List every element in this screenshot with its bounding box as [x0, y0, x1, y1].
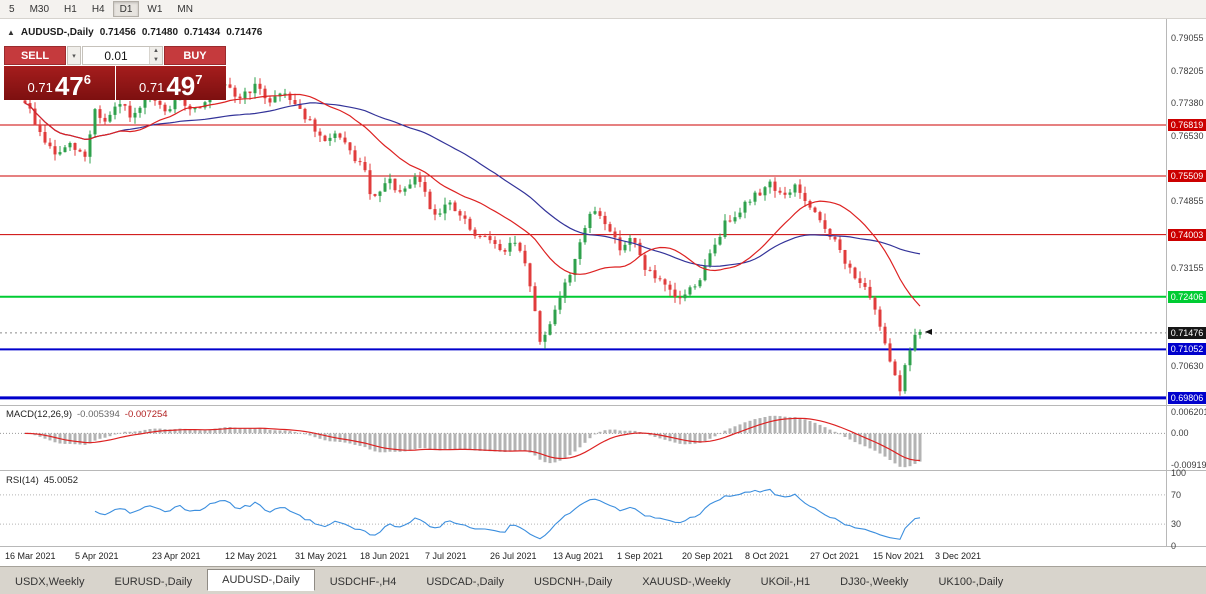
volume-input[interactable] — [83, 47, 149, 64]
price-level-badge: 0.74003 — [1168, 229, 1206, 241]
price-axis-label: 0.76530 — [1171, 131, 1204, 141]
timeframe-button-m30[interactable]: M30 — [23, 1, 56, 17]
chart-tab-xauusd-weekly[interactable]: XAUUSD-,Weekly — [627, 571, 745, 591]
macd-signal-value: -0.007254 — [124, 409, 168, 420]
chart-tab-usdcnh-daily[interactable]: USDCNH-,Daily — [519, 571, 627, 591]
macd-title: MACD(12,26,9) — [6, 409, 72, 420]
chart-tab-dj30-weekly[interactable]: DJ30-,Weekly — [825, 571, 923, 591]
high-value: 0.71480 — [141, 27, 179, 38]
date-axis-label: 1 Sep 2021 — [617, 551, 664, 561]
date-axis-label: 15 Nov 2021 — [873, 551, 925, 561]
price-level-badge: 0.72406 — [1168, 291, 1206, 303]
sell-price-prefix: 0.71 — [27, 80, 53, 95]
buy-price-display[interactable]: 0.71 49 7 — [115, 66, 226, 101]
price-axis-label: 0.79055 — [1171, 33, 1204, 43]
price-axis-label: 0.77380 — [1171, 98, 1204, 108]
buy-price-prefix: 0.71 — [139, 80, 165, 95]
rsi-axis-label: 70 — [1171, 490, 1182, 500]
close-value: 0.71476 — [226, 27, 263, 38]
rsi-axis-label: 0 — [1171, 541, 1177, 551]
date-axis-label: 20 Sep 2021 — [682, 551, 734, 561]
volume-dropdown-button[interactable]: ▾ — [67, 46, 81, 65]
chart-tab-usdcad-daily[interactable]: USDCAD-,Daily — [411, 571, 519, 591]
date-axis-label: 26 Jul 2021 — [490, 551, 537, 561]
macd-indicator-label: MACD(12,26,9) -0.005394 -0.007254 — [6, 409, 168, 420]
date-axis-label: 8 Oct 2021 — [745, 551, 790, 561]
chart-tab-eurusd-daily[interactable]: EURUSD-,Daily — [99, 571, 207, 591]
current-price-badge: 0.71476 — [1168, 327, 1206, 339]
macd-axis-label: 0.006201 — [1171, 407, 1206, 417]
date-axis-label: 27 Oct 2021 — [810, 551, 860, 561]
timeframe-button-mn[interactable]: MN — [170, 1, 200, 17]
date-axis-label: 5 Apr 2021 — [75, 551, 119, 561]
timeframe-toolbar: 5 M30 H1 H4 D1 W1 MN — [0, 0, 1206, 19]
chevron-down-icon: ▾ — [72, 52, 76, 60]
chart-title: ▲ AUDUSD-,Daily 0.71456 0.71480 0.71434 … — [7, 27, 262, 38]
price-axis-label: 0.74855 — [1171, 196, 1204, 206]
rsi-indicator-label: RSI(14) 45.0052 — [6, 475, 78, 486]
price-axis-label: 0.73155 — [1171, 263, 1204, 273]
date-axis-label: 23 Apr 2021 — [152, 551, 201, 561]
chevron-down-icon: ▼ — [153, 56, 159, 63]
timeframe-button-d1[interactable]: D1 — [112, 1, 140, 17]
timeframe-button-w1[interactable]: W1 — [140, 1, 169, 17]
chart-tab-uk100-daily[interactable]: UK100-,Daily — [923, 571, 1018, 591]
symbol-timeframe-label: AUDUSD-,Daily — [20, 27, 94, 38]
low-value: 0.71434 — [184, 27, 221, 38]
buy-button[interactable]: BUY — [164, 46, 226, 65]
chart-tab-usdx-weekly[interactable]: USDX,Weekly — [0, 571, 99, 591]
macd-axis-label: 0.00 — [1171, 428, 1189, 438]
volume-decrease-button[interactable]: ▼ — [150, 55, 162, 64]
buy-price-big: 49 — [166, 71, 196, 101]
sell-price-pip: 6 — [83, 72, 91, 87]
chart-tab-bar: USDX,Weekly EURUSD-,Daily AUDUSD-,Daily USD… — [0, 566, 1206, 594]
macd-axis-label: -0.00919 — [1171, 460, 1206, 470]
timeframe-button-h4[interactable]: H4 — [85, 1, 112, 17]
price-level-badge: 0.76819 — [1168, 119, 1206, 131]
volume-increase-button[interactable]: ▲ — [150, 47, 162, 56]
price-level-badge: 0.75509 — [1168, 170, 1206, 182]
rsi-axis-label: 30 — [1171, 519, 1182, 529]
rsi-axis-label: 100 — [1171, 468, 1187, 478]
date-axis-label: 7 Jul 2021 — [425, 551, 467, 561]
timeframe-button-5[interactable]: 5 — [2, 1, 22, 17]
date-axis-label: 31 May 2021 — [295, 551, 348, 561]
sell-price-big: 47 — [54, 71, 84, 101]
price-level-badge: 0.71052 — [1168, 343, 1206, 355]
date-axis-label: 16 Mar 2021 — [5, 551, 56, 561]
price-level-badge: 0.69806 — [1168, 392, 1206, 404]
open-value: 0.71456 — [99, 27, 136, 38]
chart-tab-audusd-daily[interactable]: AUDUSD-,Daily — [207, 569, 315, 591]
volume-stepper: ▲ ▼ — [149, 47, 162, 64]
price-axis-label: 0.70630 — [1171, 361, 1204, 371]
date-axis-label: 13 Aug 2021 — [553, 551, 604, 561]
macd-value: -0.005394 — [77, 409, 120, 420]
chevron-up-icon: ▲ — [153, 48, 159, 55]
date-axis-label: 12 May 2021 — [225, 551, 278, 561]
rsi-value: 45.0052 — [43, 475, 79, 486]
volume-field: ▲ ▼ — [82, 46, 163, 65]
rsi-title: RSI(14) — [6, 475, 39, 486]
collapse-trade-panel-icon[interactable]: ▲ — [7, 28, 15, 37]
timeframe-button-h1[interactable]: H1 — [57, 1, 84, 17]
sell-button[interactable]: SELL — [4, 46, 66, 65]
date-axis-label: 3 Dec 2021 — [935, 551, 982, 561]
price-axis-label: 0.78205 — [1171, 66, 1204, 76]
chart-tab-usdchf-h4[interactable]: USDCHF-,H4 — [315, 571, 412, 591]
date-axis-label: 18 Jun 2021 — [360, 551, 410, 561]
buy-price-pip: 7 — [195, 72, 203, 87]
chart-tab-ukoil-h1[interactable]: UKOil-,H1 — [746, 571, 826, 591]
sell-price-display[interactable]: 0.71 47 6 — [4, 66, 115, 100]
